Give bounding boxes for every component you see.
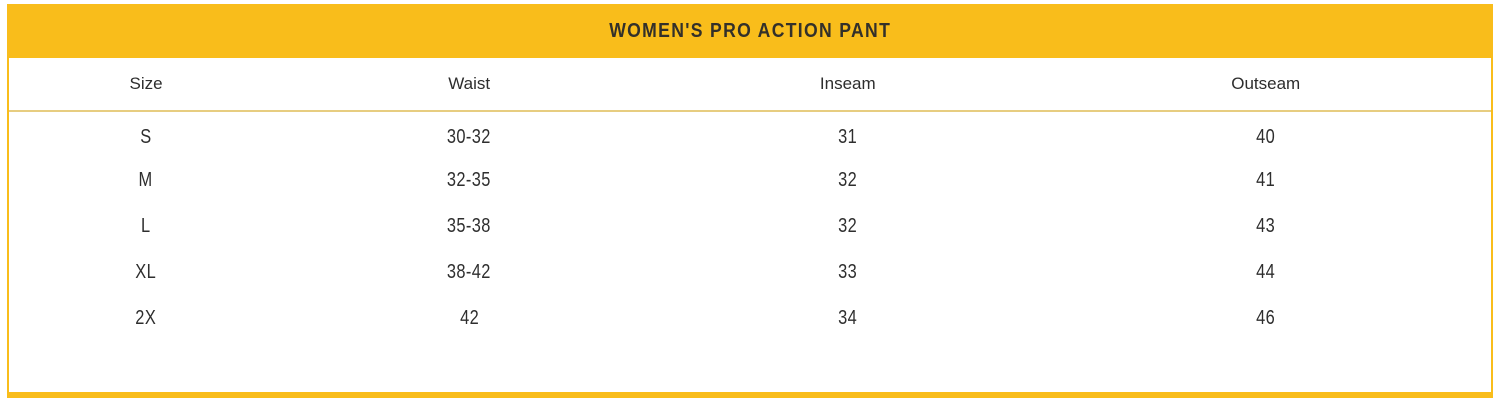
table-row-l: L 35-38 32 43 [9, 203, 1491, 249]
column-header-outseam: Outseam [1040, 58, 1491, 112]
cell-outseam: 44 [1256, 260, 1276, 283]
table-row-2x: 2X 42 34 46 [9, 295, 1491, 341]
size-chart-frame: Size Waist Inseam Outseam S 30-32 31 40 … [7, 58, 1493, 398]
cell-waist: 42 [459, 306, 479, 329]
cell-size: XL [135, 260, 157, 283]
cell-inseam: 31 [838, 126, 858, 148]
cell-inseam: 32 [838, 168, 858, 191]
title-band: WOMEN'S PRO ACTION PANT [7, 4, 1493, 58]
cell-waist: 38-42 [447, 260, 492, 283]
cell-waist: 30-32 [447, 126, 492, 148]
column-header-size: Size [9, 58, 284, 112]
cell-outseam: 41 [1256, 168, 1276, 191]
header-row: Size Waist Inseam Outseam [9, 58, 1491, 112]
cell-outseam: 43 [1256, 214, 1276, 237]
cell-outseam: 46 [1256, 306, 1276, 329]
size-chart-table: Size Waist Inseam Outseam S 30-32 31 40 … [9, 58, 1491, 341]
cell-waist: 35-38 [447, 214, 492, 237]
cell-size: L [141, 214, 151, 237]
table-row-s: S 30-32 31 40 [9, 111, 1491, 157]
cell-size: S [140, 126, 152, 148]
cell-inseam: 32 [838, 214, 858, 237]
column-header-inseam: Inseam [655, 58, 1041, 112]
cell-outseam: 40 [1256, 126, 1276, 148]
cell-size: M [139, 168, 154, 191]
size-chart-body: S 30-32 31 40 M 32-35 32 41 L 35-38 32 4… [9, 111, 1491, 341]
column-header-waist: Waist [283, 58, 656, 112]
table-row-m: M 32-35 32 41 [9, 157, 1491, 203]
size-chart-header: Size Waist Inseam Outseam [9, 58, 1491, 112]
cell-waist: 32-35 [447, 168, 492, 191]
table-row-xl: XL 38-42 33 44 [9, 249, 1491, 295]
cell-size: 2X [135, 306, 157, 329]
page-title: WOMEN'S PRO ACTION PANT [609, 19, 891, 42]
cell-inseam: 34 [838, 306, 858, 329]
cell-inseam: 33 [838, 260, 858, 283]
